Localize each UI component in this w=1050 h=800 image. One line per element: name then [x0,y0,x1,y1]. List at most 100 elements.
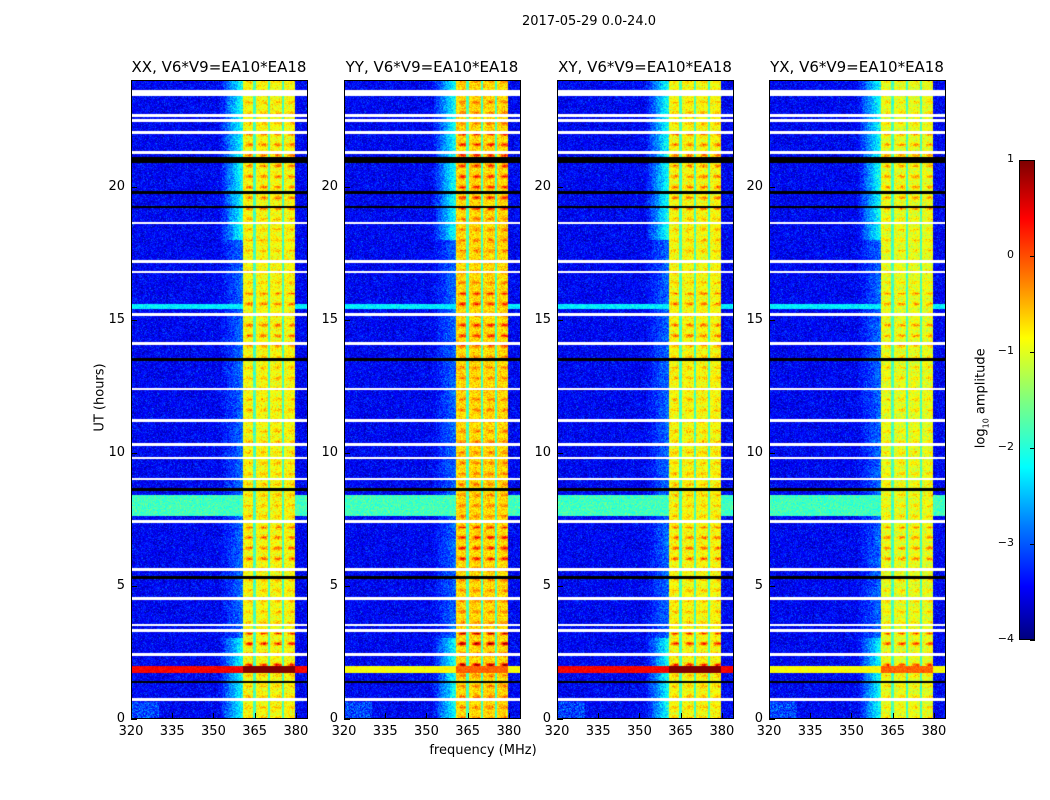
y-tick-label: 20 [321,178,338,194]
spectrogram-heatmap [345,81,520,718]
y-tick-label: 5 [754,577,763,593]
spectrogram-heatmap [770,81,945,718]
y-tick-label: 5 [329,577,338,593]
colorbar [1019,160,1035,640]
x-tick-label: 350 [839,724,864,739]
y-tick-mark [557,585,563,587]
spectrogram-panel [131,80,308,719]
x-axis-label: frequency (MHz) [429,743,537,758]
x-tick-mark [639,713,641,719]
y-tick-label: 10 [108,444,125,460]
x-tick-label: 335 [585,724,611,739]
y-tick-mark [769,585,775,587]
y-tick-mark [131,186,137,188]
colorbar-tick-mark [1030,160,1035,161]
y-tick-label: 20 [108,178,125,194]
x-tick-mark [508,713,510,719]
x-tick-label: 380 [921,724,947,739]
y-tick-mark [769,719,775,720]
y-axis-label: UT (hours) [92,363,108,432]
x-tick-label: 380 [283,724,309,739]
y-tick-mark [769,186,775,188]
colorbar-tick-mark [1030,640,1035,641]
x-tick-mark [892,713,894,719]
colorbar-tick-label: −3 [997,536,1014,549]
x-tick-mark [557,713,558,719]
colorbar-tick-label: 0 [1007,248,1014,261]
x-tick-mark [131,713,132,719]
colorbar-label: log10 amplitude [974,328,991,468]
x-tick-label: 365 [880,724,906,739]
y-tick-label: 10 [534,444,551,460]
colorbar-tick-mark [1030,352,1035,353]
x-tick-mark [933,713,935,719]
colorbar-tick-mark [1030,448,1035,449]
y-tick-label: 20 [746,178,763,194]
colorbar-tick-mark [1030,256,1035,257]
panel-title: YY, V6*V9=EA10*EA18 [345,58,519,76]
x-tick-label: 365 [668,724,694,739]
x-tick-label: 350 [414,724,439,739]
spectrogram-panel [557,80,734,719]
x-tick-mark [680,713,682,719]
colorbar-label-rest: amplitude [973,348,989,419]
x-tick-label: 320 [331,724,357,739]
y-tick-label: 15 [108,311,125,327]
y-tick-label: 10 [746,444,763,460]
x-tick-mark [172,713,174,719]
y-tick-mark [557,719,563,720]
x-tick-label: 365 [242,724,268,739]
spectrogram-heatmap [558,81,733,718]
x-tick-label: 320 [756,724,782,739]
x-tick-label: 365 [455,724,481,739]
x-tick-mark [426,713,428,719]
panel-title: XX, V6*V9=EA10*EA18 [131,58,307,76]
y-tick-mark [131,585,137,587]
y-tick-mark [769,452,775,454]
colorbar-label-log: log [973,428,989,449]
x-tick-mark [769,713,770,719]
x-tick-label: 380 [496,724,522,739]
y-tick-label: 15 [534,311,551,327]
y-tick-mark [131,319,137,321]
x-tick-mark [810,713,812,719]
colorbar-label-sub: 10 [981,418,991,429]
panel-title: XY, V6*V9=EA10*EA18 [558,58,732,76]
x-tick-mark [385,713,387,719]
x-tick-label: 380 [709,724,735,739]
x-tick-mark [295,713,297,719]
x-tick-label: 335 [797,724,823,739]
colorbar-tick-label: −4 [997,632,1014,645]
spectrogram-panel [769,80,946,719]
y-tick-mark [344,452,350,454]
y-tick-mark [557,319,563,321]
x-tick-label: 320 [544,724,570,739]
colorbar-tick-mark [1030,544,1035,545]
y-tick-label: 15 [321,311,338,327]
y-tick-label: 0 [329,711,338,726]
x-tick-label: 335 [159,724,185,739]
x-tick-mark [721,713,723,719]
y-tick-mark [557,452,563,454]
colorbar-tick-label: 1 [1007,152,1014,165]
y-tick-label: 0 [754,711,763,726]
colorbar-tick-label: −1 [997,344,1014,357]
y-tick-label: 20 [534,178,551,194]
colorbar-tick-label: −2 [997,440,1014,453]
x-tick-label: 335 [372,724,398,739]
x-tick-mark [598,713,600,719]
y-tick-mark [344,186,350,188]
y-tick-mark [769,319,775,321]
y-tick-label: 10 [321,444,338,460]
y-tick-mark [344,585,350,587]
y-tick-mark [557,186,563,188]
spectrogram-heatmap [132,81,307,718]
y-tick-mark [344,719,350,720]
x-tick-label: 350 [627,724,652,739]
y-tick-label: 5 [542,577,551,593]
figure-title: 2017-05-29 0.0-24.0 [522,14,656,29]
y-tick-label: 0 [116,711,125,726]
x-tick-mark [344,713,345,719]
y-tick-label: 5 [116,577,125,593]
